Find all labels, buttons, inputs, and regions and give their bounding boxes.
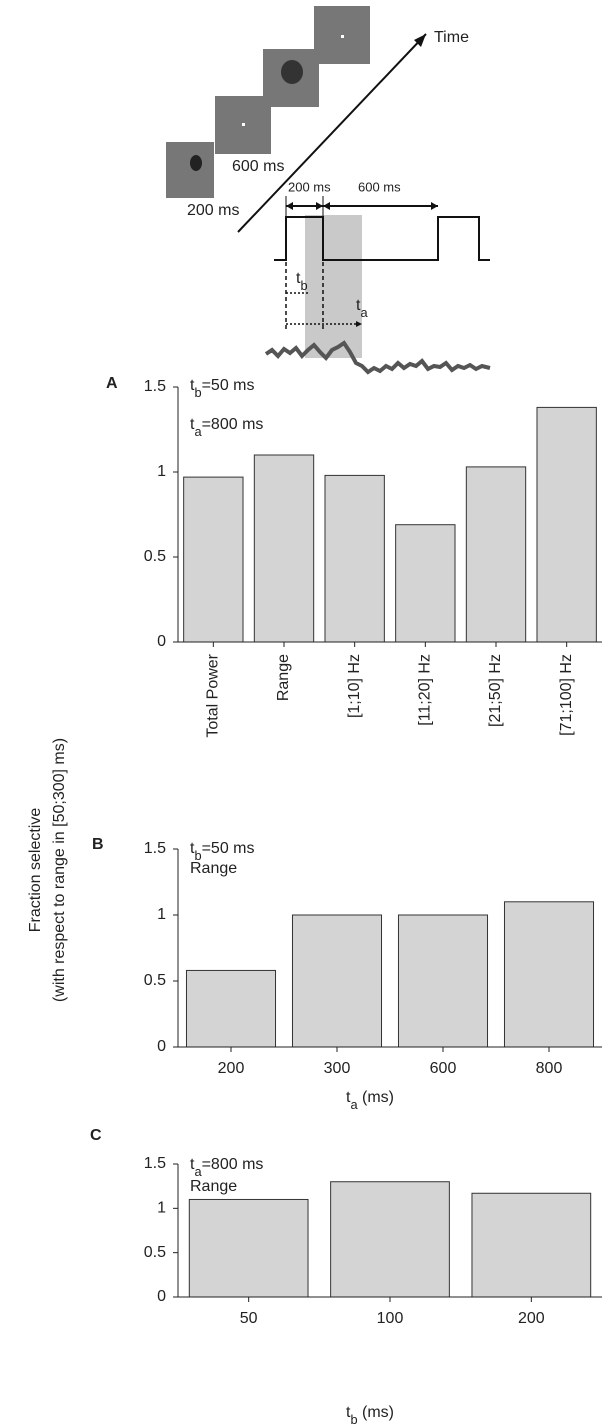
panel-letter: C [90, 1127, 102, 1144]
annotation: tb=50 ms [190, 377, 255, 400]
fixation [242, 123, 245, 126]
x-tick-label: 600 [430, 1060, 457, 1077]
text-part: =800 ms [202, 1156, 264, 1173]
subscript: b [300, 278, 307, 293]
bar [466, 467, 525, 642]
frame [166, 142, 214, 198]
x-tick-label: 50 [240, 1310, 258, 1327]
text-part: (ms) [358, 1404, 394, 1421]
bar [537, 407, 596, 642]
y-tick-label: 1.5 [144, 840, 166, 857]
fixation [341, 35, 344, 38]
x-axis-label: tb (ms) [346, 1404, 394, 1426]
y-tick-label: 1 [157, 1200, 166, 1217]
frame-image [281, 60, 303, 84]
y-tick-label: 1.5 [144, 378, 166, 395]
y-tick-label: 0.5 [144, 548, 166, 565]
subscript: a [360, 305, 368, 320]
y-axis-label: Fraction selective [27, 808, 44, 933]
y-axis-label: (with respect to range in [50;300] ms) [51, 738, 68, 1002]
y-tick-label: 1 [157, 463, 166, 480]
x-tick-label: 100 [377, 1310, 404, 1327]
text-part: =800 ms [202, 416, 264, 433]
y-tick-label: 1.5 [144, 1155, 166, 1172]
interval-label: 200 ms [288, 179, 331, 194]
y-tick-label: 0 [157, 1288, 166, 1305]
x-tick-label: Total Power [205, 653, 222, 737]
y-tick-label: 0.5 [144, 972, 166, 989]
lfp-trace [266, 343, 490, 372]
bar [331, 1182, 450, 1297]
x-tick-label: [11;20] Hz [417, 654, 434, 726]
bar [472, 1193, 591, 1297]
bar [396, 525, 455, 642]
analysis-window [305, 215, 362, 358]
text-part: Range [190, 1178, 237, 1195]
bar [184, 477, 243, 642]
x-tick-label: 200 [518, 1310, 545, 1327]
time-label: Time [434, 29, 469, 46]
x-tick-label: Range [275, 654, 292, 701]
annotation: Range [190, 860, 237, 877]
bar [292, 915, 381, 1047]
x-tick-label: [1;10] Hz [346, 654, 363, 718]
bar [254, 455, 313, 642]
x-tick-label: [71;100] Hz [558, 654, 575, 736]
y-tick-label: 1 [157, 906, 166, 923]
x-tick-label: 800 [536, 1060, 563, 1077]
stim-label: 600 ms [232, 158, 284, 175]
bar [186, 970, 275, 1047]
text-part: =50 ms [202, 377, 255, 394]
annotation: ta=800 ms [190, 416, 263, 439]
bar [189, 1199, 308, 1297]
annotation: Range [190, 1178, 237, 1195]
stim-label: 200 ms [187, 202, 239, 219]
subscript: b [194, 385, 201, 400]
frame-image [190, 155, 202, 171]
x-tick-label: 200 [218, 1060, 245, 1077]
annotation: ta=800 ms [190, 1156, 263, 1179]
panel-letter: A [106, 375, 118, 392]
text-part: Range [190, 860, 237, 877]
x-tick-label: 300 [324, 1060, 351, 1077]
subscript: b [350, 1412, 357, 1426]
y-tick-label: 0 [157, 1038, 166, 1055]
panel-letter: B [92, 836, 104, 853]
x-tick-label: [21;50] Hz [487, 654, 504, 727]
text-part: =50 ms [202, 840, 255, 857]
bar [325, 475, 384, 642]
y-tick-label: 0.5 [144, 1244, 166, 1261]
x-axis-label: ta (ms) [346, 1089, 394, 1112]
figure: Time 600 ms 200 ms 200 ms 600 ms tb ta F… [0, 0, 602, 1426]
y-tick-label: 0 [157, 633, 166, 650]
text-part: (ms) [358, 1089, 394, 1106]
interval-label: 600 ms [358, 179, 401, 194]
bar [504, 902, 593, 1047]
bar [398, 915, 487, 1047]
